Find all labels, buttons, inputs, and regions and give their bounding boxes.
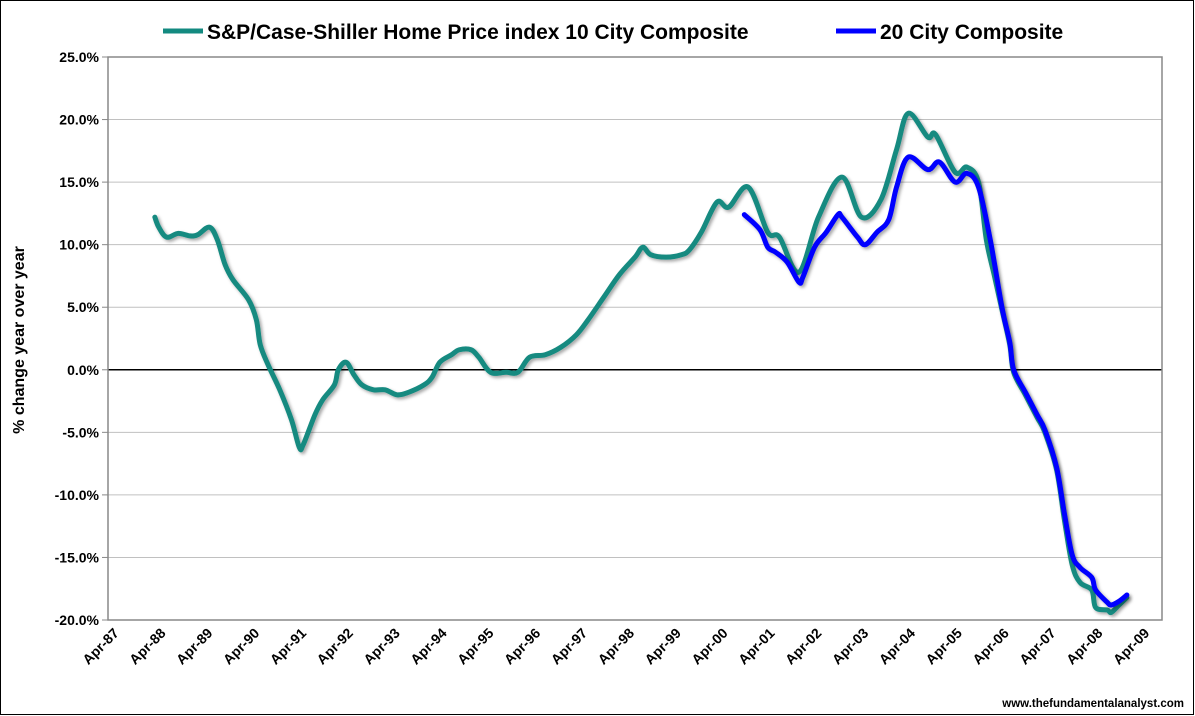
y-tick-label: -5.0% <box>62 424 99 440</box>
watermark-text: www.thefundamentalanalyst.com <box>1001 698 1184 710</box>
series-lines <box>152 110 1130 616</box>
y-tick-label: 20.0% <box>59 112 99 128</box>
y-tick-label: 0.0% <box>67 362 99 378</box>
legend: S&P/Case-Shiller Home Price index 10 Cit… <box>163 21 1063 44</box>
y-tick-label: 25.0% <box>59 49 99 65</box>
y-tick-label: 15.0% <box>59 174 99 190</box>
legend-label-10-city: S&P/Case-Shiller Home Price index 10 Cit… <box>207 21 749 44</box>
y-tick-label: 10.0% <box>59 237 99 253</box>
y-axis-ticks: 25.0% 20.0% 15.0% 10.0% 5.0% 0.0% -5.0% -10.0% -… <box>55 49 108 628</box>
plot-area-border <box>107 56 1163 621</box>
legend-label-20-city: 20 City Composite <box>880 21 1063 44</box>
y-tick-label: -10.0% <box>55 487 100 503</box>
y-tick-label: -20.0% <box>55 612 100 628</box>
y-tick-label: -15.0% <box>55 549 100 565</box>
y-tick-label: 5.0% <box>67 299 99 315</box>
y-axis-title: % change year over year <box>11 246 28 434</box>
